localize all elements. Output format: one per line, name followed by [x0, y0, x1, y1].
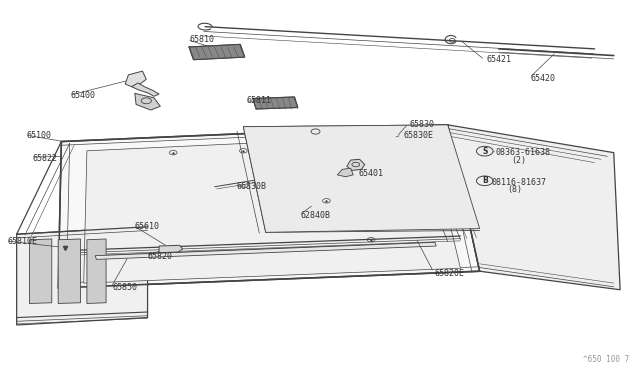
Polygon shape: [58, 239, 81, 304]
Text: 65810E: 65810E: [7, 237, 37, 246]
Text: S: S: [482, 147, 488, 155]
Polygon shape: [135, 93, 161, 110]
Text: 65830: 65830: [410, 121, 435, 129]
Text: (8): (8): [507, 185, 522, 194]
Polygon shape: [87, 239, 106, 304]
Polygon shape: [95, 242, 436, 259]
Text: 65822: 65822: [33, 154, 58, 163]
Polygon shape: [17, 227, 148, 325]
Polygon shape: [159, 245, 182, 253]
Polygon shape: [347, 159, 365, 170]
Polygon shape: [253, 97, 298, 109]
Text: ^650 100 7: ^650 100 7: [584, 355, 630, 364]
Polygon shape: [189, 44, 244, 60]
Text: 65820: 65820: [148, 252, 173, 261]
Text: 65830E: 65830E: [403, 131, 433, 141]
Text: 08363-61638: 08363-61638: [495, 148, 550, 157]
Polygon shape: [84, 135, 461, 283]
Text: 65610: 65610: [135, 222, 160, 231]
Polygon shape: [29, 239, 52, 304]
Text: 65100: 65100: [26, 131, 51, 141]
Text: 62840B: 62840B: [301, 211, 331, 220]
Text: 65811: 65811: [246, 96, 271, 105]
Text: 65850: 65850: [113, 283, 138, 292]
Polygon shape: [337, 168, 353, 177]
Polygon shape: [58, 125, 479, 288]
Text: 65400: 65400: [71, 91, 96, 100]
Text: 08116-81637: 08116-81637: [491, 178, 546, 187]
Text: (2): (2): [511, 156, 527, 165]
Text: 65810: 65810: [189, 35, 214, 44]
Polygon shape: [243, 125, 479, 232]
Polygon shape: [125, 71, 147, 87]
Text: 66830B: 66830B: [237, 182, 267, 191]
Text: 65401: 65401: [358, 169, 383, 177]
Polygon shape: [448, 125, 620, 290]
Text: 65420: 65420: [531, 74, 556, 83]
Polygon shape: [132, 83, 159, 96]
Text: 65421: 65421: [486, 55, 511, 64]
Text: B: B: [482, 176, 488, 185]
Text: 65820E: 65820E: [435, 269, 465, 278]
